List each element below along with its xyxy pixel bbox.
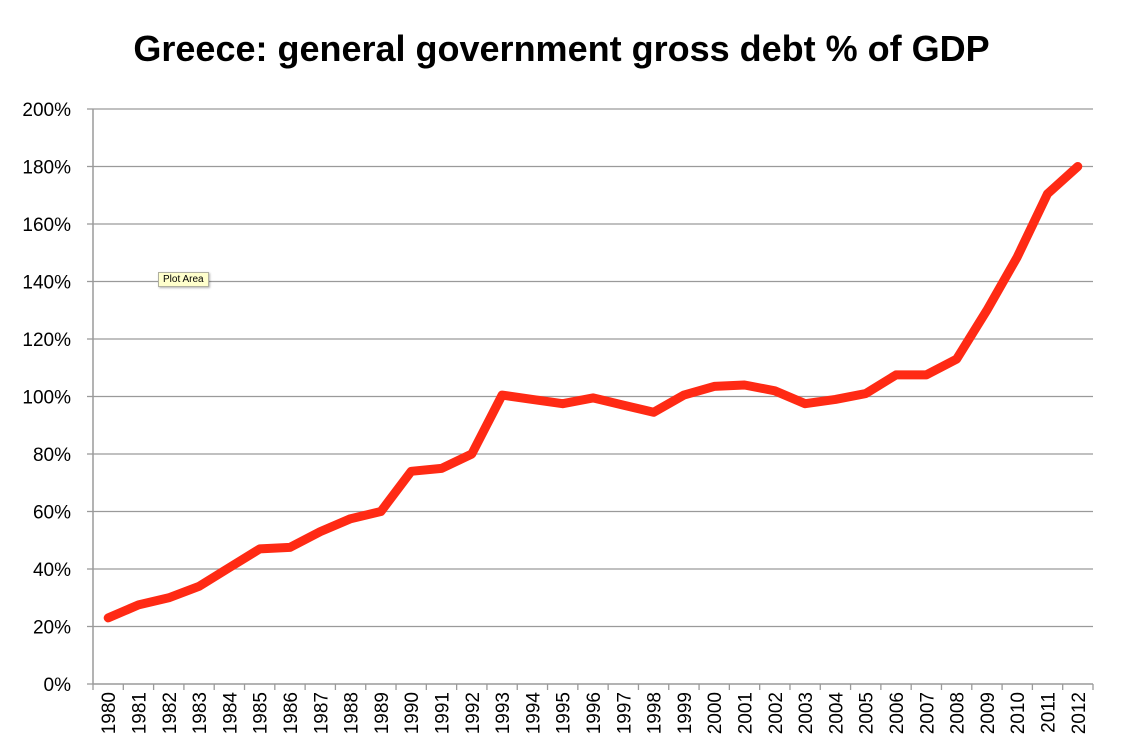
x-tick-label: 2011: [1039, 692, 1060, 733]
y-tick-label: 0%: [44, 675, 72, 696]
x-tick-label: 1992: [463, 692, 484, 734]
gridlines: [93, 108, 1093, 628]
x-tick-label: 2012: [1069, 692, 1090, 734]
series-line: [103, 162, 1083, 623]
x-tick-label: 2001: [736, 692, 757, 734]
x-tick-label: 1996: [584, 692, 605, 734]
y-tick-label: 120%: [22, 330, 71, 351]
x-tick-label: 2006: [887, 692, 908, 734]
x-tick-label: 2005: [857, 692, 878, 734]
x-tick-label: 1999: [675, 692, 696, 734]
x-tick-label: 1980: [99, 692, 120, 734]
y-tick-label: 140%: [22, 273, 71, 294]
axes: [87, 108, 1094, 690]
x-tick-label: 1990: [402, 692, 423, 734]
x-tick-label: 1987: [311, 692, 332, 734]
chart-title: Greece: general government gross debt % …: [133, 28, 990, 69]
x-tick-label: 1993: [493, 692, 514, 734]
y-tick-label: 80%: [33, 445, 71, 466]
x-tick-label: 1988: [342, 692, 363, 734]
x-tick-label: 2004: [826, 692, 847, 735]
series-group: [103, 162, 1083, 623]
x-tick-label: 1997: [614, 692, 635, 734]
x-tick-label: 1991: [432, 692, 453, 734]
x-tick-label: 1986: [281, 692, 302, 734]
x-tick-label: 2008: [948, 692, 969, 734]
y-tick-label: 160%: [22, 215, 71, 236]
y-tick-label: 60%: [33, 503, 71, 524]
x-tick-label: 2002: [766, 692, 787, 734]
y-axis-tick-labels: 0% 20% 40% 60% 80% 100% 120% 140% 160% 180% 200%: [22, 100, 71, 696]
x-tick-label: 1989: [372, 692, 393, 734]
x-tick-label: 1994: [523, 692, 544, 735]
x-tick-label: 1981: [129, 692, 150, 734]
x-tick-label: 1985: [251, 692, 272, 734]
y-tick-label: 40%: [33, 560, 71, 581]
x-tick-label: 1983: [190, 692, 211, 734]
y-tick-label: 100%: [22, 388, 71, 409]
x-axis-tick-labels: 1980 1981 1982 1983 1984 1985 1986 1987 1988 1989…: [99, 692, 1090, 735]
x-tick-label: 2007: [917, 692, 938, 734]
x-tick-label: 1982: [160, 692, 181, 734]
y-tick-label: 20%: [33, 618, 71, 639]
y-tick-label: 200%: [22, 100, 71, 121]
plot-area-tooltip: Plot Area: [158, 272, 209, 287]
x-tick-label: 1998: [645, 692, 666, 734]
x-tick-label: 2000: [705, 692, 726, 734]
x-tick-label: 2010: [1008, 692, 1029, 734]
x-tick-label: 1984: [220, 692, 241, 735]
y-tick-label: 180%: [22, 158, 71, 179]
x-tick-label: 2003: [796, 692, 817, 734]
x-tick-label: 1995: [554, 692, 575, 734]
x-tick-label: 2009: [978, 692, 999, 734]
